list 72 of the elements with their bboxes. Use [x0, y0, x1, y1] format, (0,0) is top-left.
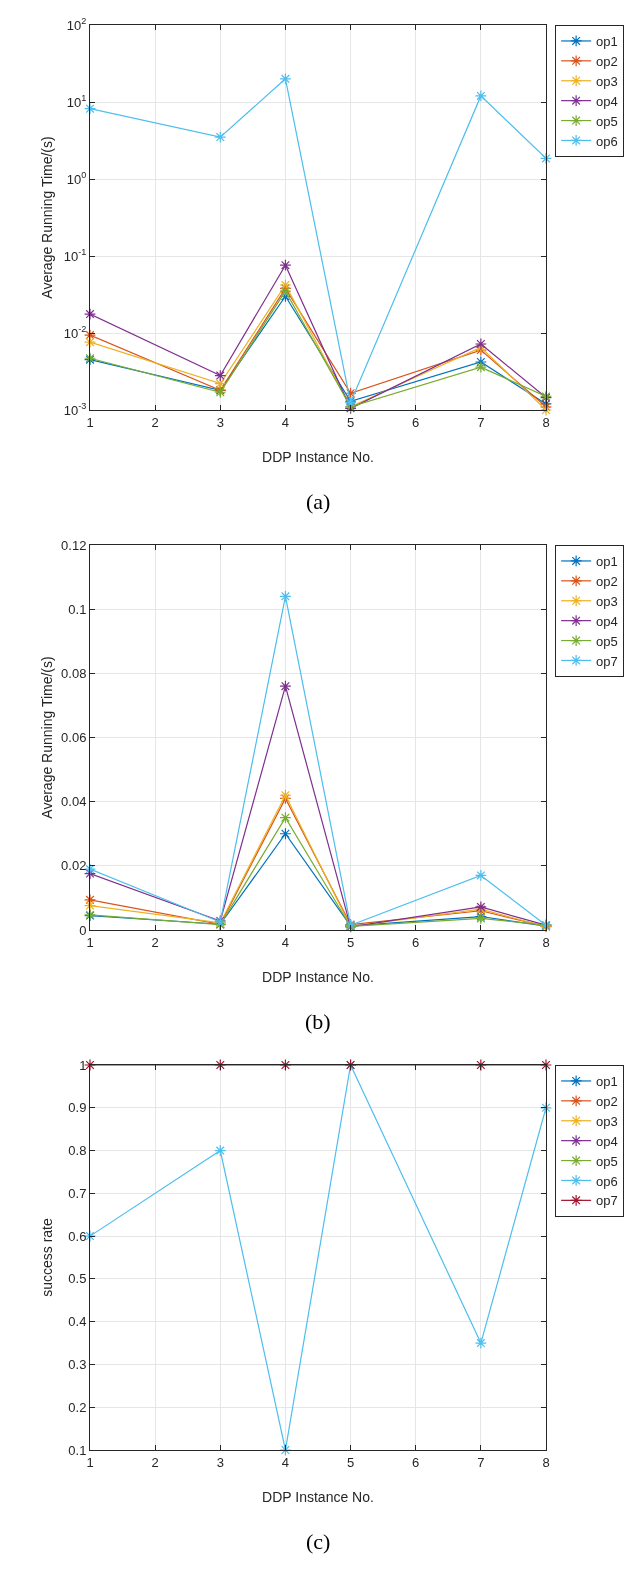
- legend-label: op7: [596, 1193, 618, 1209]
- x-tick-label: 4: [281, 414, 290, 430]
- x-tick-label: 5: [346, 1454, 355, 1470]
- y-tick-label: 0.1: [68, 601, 87, 617]
- legend-label: op2: [596, 1093, 618, 1109]
- y-tick-label: 10$^{-1}$: [63, 247, 87, 264]
- x-tick-label: 7: [477, 934, 485, 950]
- legend-label: op1: [596, 1074, 618, 1090]
- y-tick-label: 0.2: [68, 1399, 87, 1415]
- x-tick-label: 8: [542, 934, 550, 950]
- y-tick-label: 0.6: [68, 1228, 87, 1244]
- y-tick-label: 0.9: [68, 1100, 87, 1116]
- legend-label: op3: [596, 1113, 618, 1129]
- text: (c): [306, 1529, 331, 1554]
- y-tick-label: 10$^{2}$: [66, 16, 87, 33]
- legend-label: op1: [596, 554, 618, 570]
- text: (b): [305, 1009, 331, 1034]
- legend-label: op6: [596, 133, 618, 149]
- legend-label: op2: [596, 573, 618, 589]
- legend-label: op4: [596, 613, 618, 629]
- legend-label: op3: [596, 593, 618, 609]
- legend-label: op1: [596, 34, 618, 50]
- legend-label: op3: [596, 73, 618, 89]
- x-tick-label: 5: [346, 414, 355, 430]
- x-tick-label: 8: [542, 1454, 550, 1470]
- y-axis-title: Average Running Time/(s): [39, 656, 55, 819]
- y-axis-title: Average Running Time/(s): [39, 136, 55, 299]
- text: (a): [306, 489, 331, 514]
- legend-label: op4: [596, 1133, 618, 1149]
- y-tick-label: 0.5: [68, 1271, 87, 1287]
- legend-label: op4: [596, 93, 618, 109]
- x-tick-label: 6: [412, 1454, 420, 1470]
- x-tick-label: 6: [412, 934, 420, 950]
- x-tick-label: 2: [151, 1454, 159, 1470]
- y-tick-label: 0.04: [61, 794, 87, 810]
- y-tick-label: 10$^{-3}$: [63, 401, 87, 418]
- y-tick-label: 10$^{0}$: [66, 170, 87, 187]
- x-tick-label: 3: [216, 1454, 224, 1470]
- x-tick-label: 2: [151, 414, 159, 430]
- x-tick-label: 4: [281, 934, 290, 950]
- y-tick-label: 1: [79, 1057, 87, 1073]
- y-axis-title: success rate: [39, 1218, 55, 1297]
- y-tick-label: 0.4: [68, 1314, 87, 1330]
- y-tick-label: 0.1: [68, 1442, 87, 1458]
- x-tick-label: 2: [151, 934, 159, 950]
- y-tick-label: 0.7: [68, 1185, 87, 1201]
- x-tick-label: 5: [346, 934, 355, 950]
- x-tick-label: 6: [412, 414, 420, 430]
- x-tick-label: 3: [216, 934, 224, 950]
- x-tick-label: 7: [477, 414, 485, 430]
- y-tick-label: 0.08: [61, 665, 87, 681]
- x-axis-title: DDP Instance No.: [262, 1489, 374, 1505]
- y-tick-label: 0: [79, 922, 87, 938]
- y-tick-label: 10$^{-2}$: [63, 324, 87, 341]
- x-tick-label: 4: [281, 1454, 290, 1470]
- x-axis-title: DDP Instance No.: [262, 969, 374, 985]
- x-tick-label: 7: [477, 1454, 485, 1470]
- x-tick-label: 8: [542, 414, 550, 430]
- legend-label: op5: [596, 1153, 618, 1169]
- y-tick-label: 0.3: [68, 1356, 87, 1372]
- legend-label: op6: [596, 1173, 618, 1189]
- y-tick-label: 0.12: [61, 537, 87, 553]
- legend-label: op5: [596, 633, 618, 649]
- y-tick-label: 0.8: [68, 1143, 87, 1159]
- legend-label: op7: [596, 653, 618, 669]
- y-tick-label: 0.06: [61, 730, 87, 746]
- y-tick-label: 0.02: [61, 858, 87, 874]
- legend-label: op5: [596, 113, 618, 129]
- y-tick-label: 10$^{1}$: [66, 93, 87, 110]
- x-axis-title: DDP Instance No.: [262, 449, 374, 465]
- x-tick-label: 3: [216, 414, 224, 430]
- legend-label: op2: [596, 53, 618, 69]
